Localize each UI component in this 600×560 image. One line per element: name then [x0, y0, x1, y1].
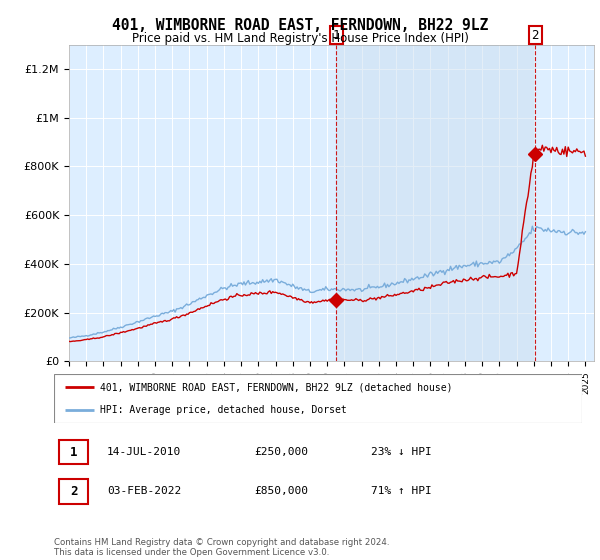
Text: £850,000: £850,000 — [254, 487, 308, 497]
Bar — [337, 45, 535, 361]
Text: 2: 2 — [532, 29, 539, 41]
Text: 71% ↑ HPI: 71% ↑ HPI — [371, 487, 431, 497]
Text: Price paid vs. HM Land Registry's House Price Index (HPI): Price paid vs. HM Land Registry's House … — [131, 32, 469, 45]
Text: 23% ↓ HPI: 23% ↓ HPI — [371, 447, 431, 457]
Text: 401, WIMBORNE ROAD EAST, FERNDOWN, BH22 9LZ: 401, WIMBORNE ROAD EAST, FERNDOWN, BH22 … — [112, 18, 488, 33]
Text: HPI: Average price, detached house, Dorset: HPI: Average price, detached house, Dors… — [100, 405, 347, 416]
Text: £250,000: £250,000 — [254, 447, 308, 457]
Text: Contains HM Land Registry data © Crown copyright and database right 2024.
This d: Contains HM Land Registry data © Crown c… — [54, 538, 389, 557]
FancyBboxPatch shape — [54, 374, 582, 423]
Text: 03-FEB-2022: 03-FEB-2022 — [107, 487, 181, 497]
Text: 1: 1 — [70, 446, 77, 459]
Text: 14-JUL-2010: 14-JUL-2010 — [107, 447, 181, 457]
Text: 1: 1 — [333, 29, 340, 41]
Text: 2: 2 — [70, 485, 77, 498]
FancyBboxPatch shape — [59, 479, 88, 503]
FancyBboxPatch shape — [59, 440, 88, 464]
Text: 401, WIMBORNE ROAD EAST, FERNDOWN, BH22 9LZ (detached house): 401, WIMBORNE ROAD EAST, FERNDOWN, BH22 … — [100, 382, 453, 393]
